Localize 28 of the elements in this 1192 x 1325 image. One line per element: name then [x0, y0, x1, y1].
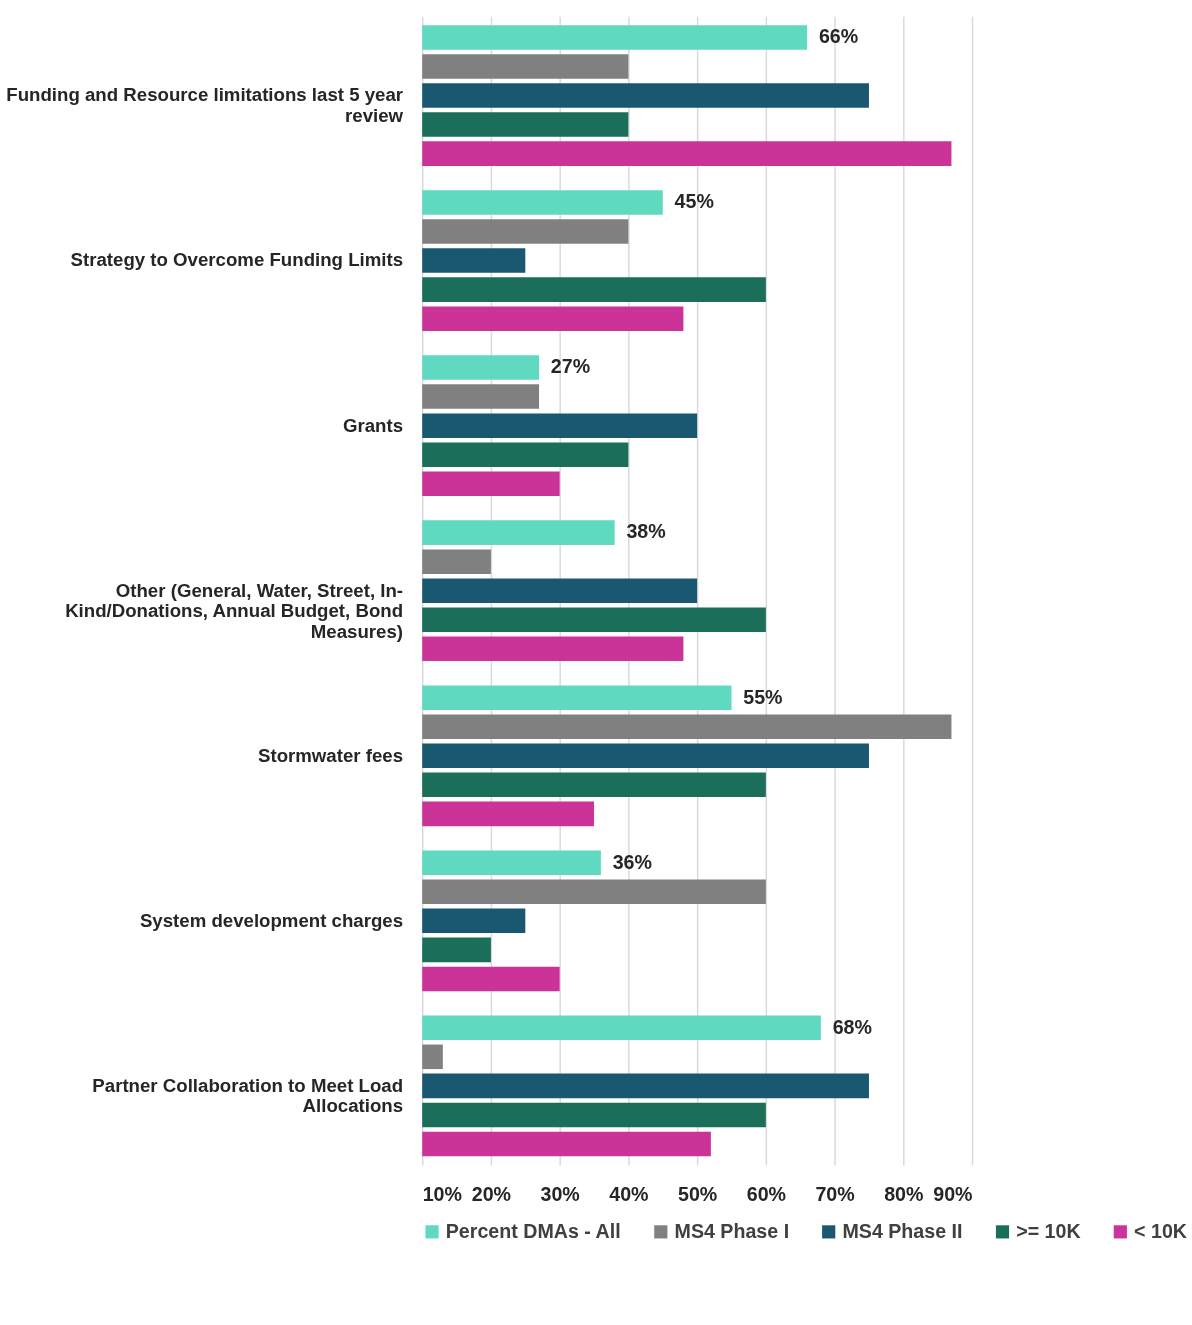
x-tick-label: 80% [884, 1182, 924, 1205]
x-tick-label: 20% [471, 1182, 512, 1205]
data-label: 45% [674, 190, 714, 213]
data-label: 55% [743, 685, 783, 708]
data-label: 66% [818, 25, 859, 48]
legend-label: < 10K [1134, 1219, 1187, 1242]
x-tick-label: 70% [815, 1182, 855, 1205]
legend-label: Percent DMAs - All [445, 1219, 621, 1242]
legend-label: >= 10K [1016, 1219, 1081, 1242]
x-tick-label: 50% [677, 1182, 718, 1205]
x-tick-label: 60% [746, 1182, 786, 1205]
y-tick-label: Partner Collaboration to Meet Load Allocations [92, 1074, 404, 1117]
y-tick-label: Stormwater fees [258, 744, 404, 766]
x-tick-label: 30% [540, 1182, 580, 1205]
data-label: 36% [612, 850, 652, 873]
legend-label: MS4 Phase II [842, 1219, 963, 1242]
x-tick-label: 40% [609, 1182, 649, 1205]
y-tick-label: Strategy to Overcome Funding Limits [70, 249, 404, 271]
y-tick-label: Funding and Resource limitations last 5 year review [6, 84, 404, 127]
x-tick-label: 10% [422, 1182, 462, 1205]
y-tick-label: Other (General, Water, Street, In-Kind/Donations, Annual Budget, Bond Measures) [65, 579, 404, 642]
data-label: 68% [832, 1015, 872, 1038]
data-label: 27% [550, 355, 591, 378]
legend-label: MS4 Phase I [674, 1219, 790, 1242]
data-label: 38% [626, 520, 666, 543]
x-tick-label: 90% [933, 1182, 973, 1205]
y-tick-label: Grants [342, 414, 404, 436]
y-tick-label: System development charges [139, 909, 404, 931]
